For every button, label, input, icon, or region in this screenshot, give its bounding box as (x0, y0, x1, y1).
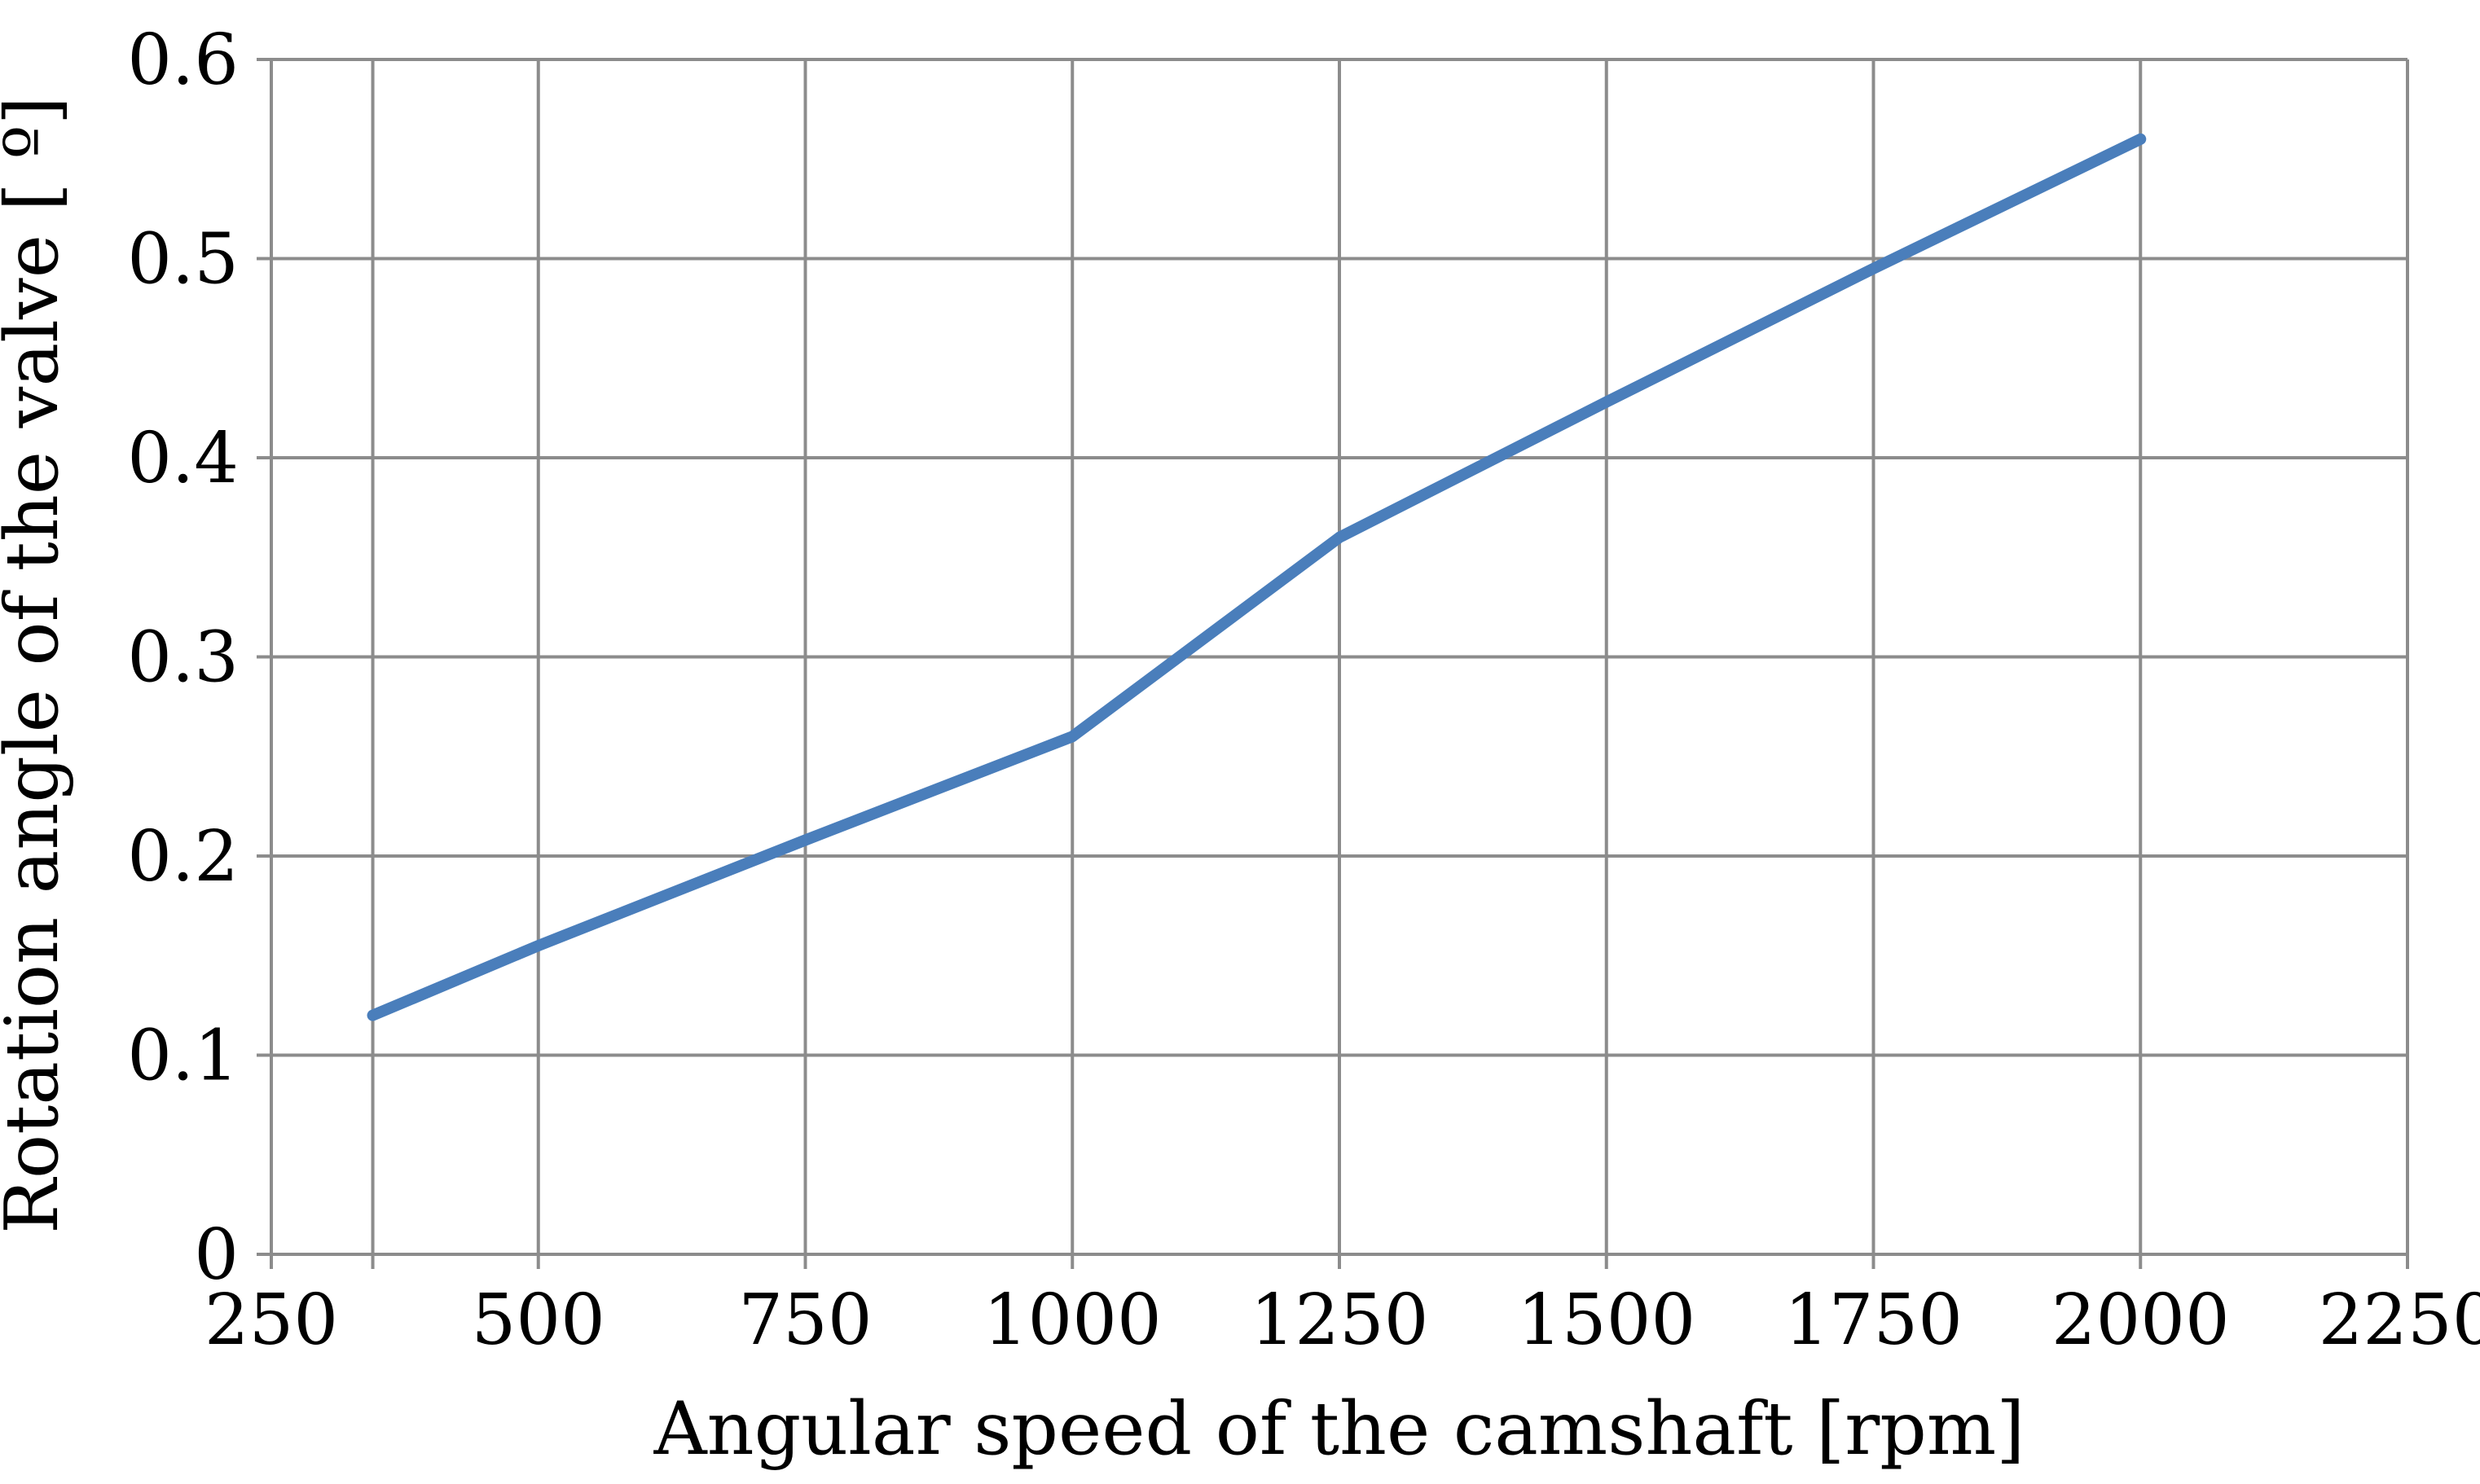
y-tick-label: 0.5 (127, 219, 239, 301)
y-tick-label: 0.6 (127, 20, 239, 101)
series-line (367, 133, 2147, 1021)
y-axis-title: Rotation angle of the valve [ º] (0, 96, 75, 1234)
x-axis-tick-labels: 250 500 750 1000 1250 1500 1750 2000 2250 (204, 1280, 2480, 1361)
x-tick-label: 1000 (983, 1280, 1162, 1361)
y-tick-label: 0.1 (127, 1016, 239, 1097)
y-tick-label: 0.4 (127, 418, 239, 499)
series (367, 133, 2147, 1021)
x-tick-label: 1750 (1784, 1280, 1963, 1361)
y-axis-tick-labels: 0 0.1 0.2 0.3 0.4 0.5 0.6 (127, 20, 239, 1296)
grid (271, 58, 2409, 1269)
axes (257, 58, 2409, 1269)
x-tick-label: 750 (738, 1280, 872, 1361)
x-tick-label: 2250 (2319, 1280, 2480, 1361)
y-tick-label: 0.3 (127, 617, 239, 699)
y-tick-label: 0.2 (127, 816, 239, 898)
x-tick-label: 1250 (1251, 1280, 1429, 1361)
x-tick-label: 1500 (1517, 1280, 1695, 1361)
x-tick-label: 500 (472, 1280, 605, 1361)
x-tick-label: 2000 (2051, 1280, 2230, 1361)
y-tick-label: 0 (194, 1214, 239, 1296)
x-tick-label: 250 (204, 1280, 338, 1361)
x-axis-title: Angular speed of the camshaft [rpm] (653, 1386, 2025, 1472)
